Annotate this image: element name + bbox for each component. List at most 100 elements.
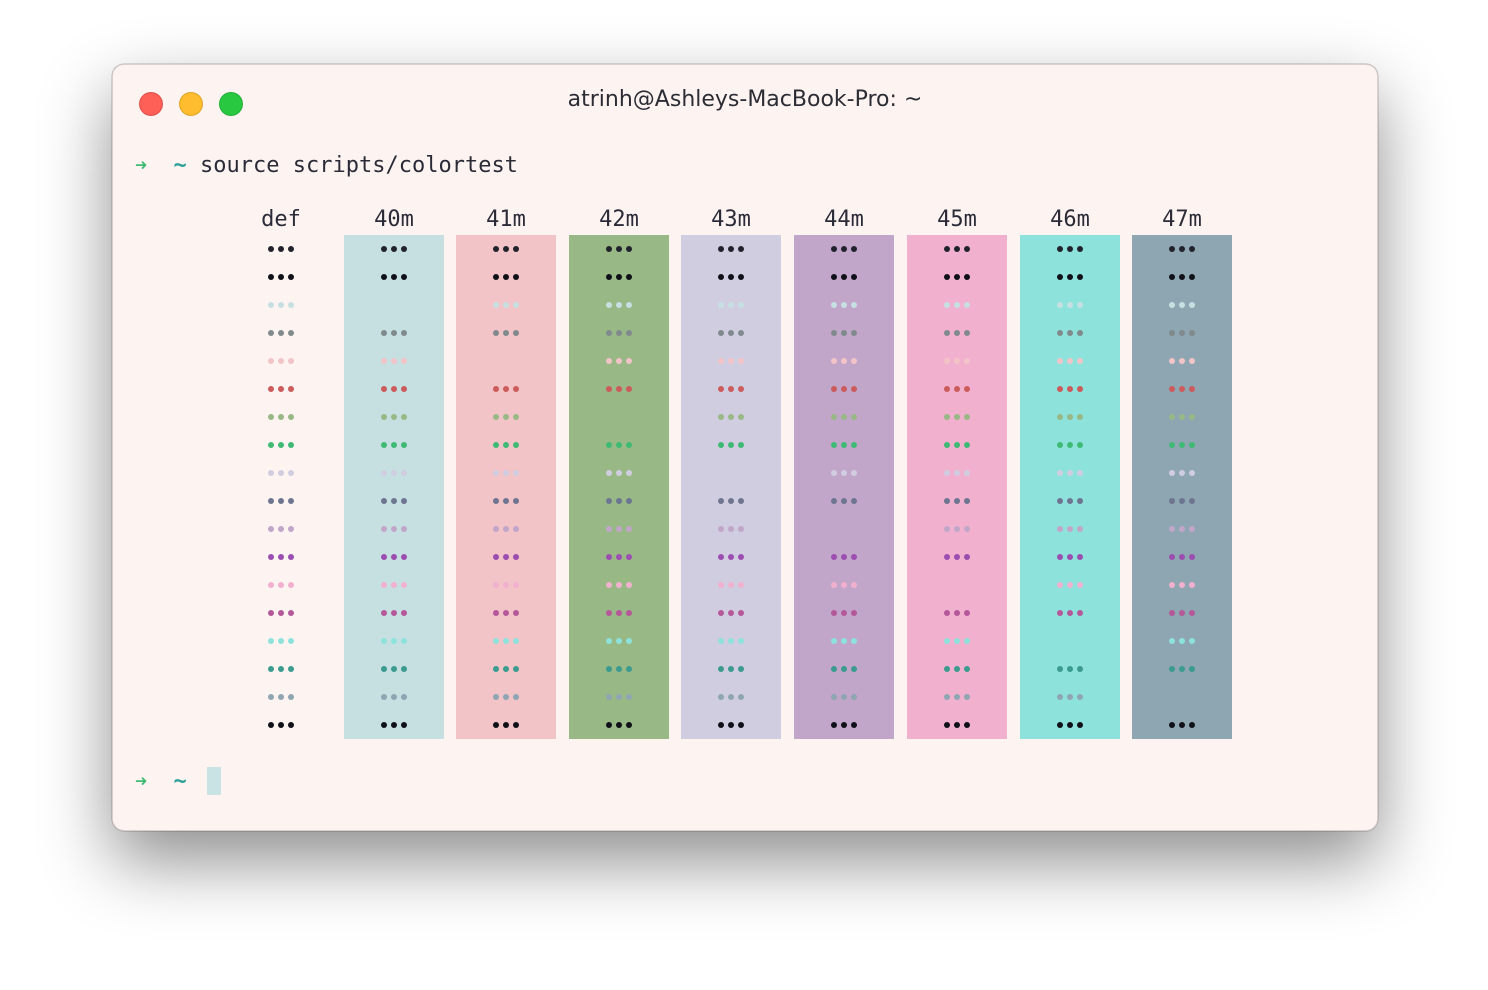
column-header-44m: 44m bbox=[824, 207, 864, 232]
color-sample-31m-47m bbox=[1162, 358, 1202, 368]
color-sample-1m-41m bbox=[486, 274, 526, 284]
color-sample-1-35m-42m bbox=[599, 610, 639, 620]
color-sample-1-37m-45m bbox=[937, 722, 977, 732]
color-sample-1m-def bbox=[261, 274, 301, 284]
color-sample-1m-47m bbox=[1162, 274, 1202, 284]
color-sample-1m-46m bbox=[1050, 274, 1090, 284]
color-sample-35m-44m bbox=[824, 582, 864, 592]
color-sample-35m-40m bbox=[374, 582, 414, 592]
color-sample-1-31m-47m bbox=[1162, 386, 1202, 396]
color-sample-1-32m-46m bbox=[1050, 442, 1090, 452]
color-sample-34m-45m bbox=[937, 526, 977, 536]
color-sample-1-35m-44m bbox=[824, 610, 864, 620]
column-background-43m bbox=[681, 235, 781, 739]
prompt-line[interactable]: ➜ ~ bbox=[135, 766, 187, 796]
color-sample-1-33m-44m bbox=[824, 498, 864, 508]
color-sample-1-37m-46m bbox=[1050, 722, 1090, 732]
color-sample-32m-45m bbox=[937, 414, 977, 424]
color-sample-37m-45m bbox=[937, 694, 977, 704]
color-sample-1-32m-40m bbox=[374, 442, 414, 452]
color-sample-1-31m-46m bbox=[1050, 386, 1090, 396]
color-sample-1m-40m bbox=[374, 274, 414, 284]
color-sample-37m-43m bbox=[711, 694, 751, 704]
color-sample-1-36m-46m bbox=[1050, 666, 1090, 676]
color-sample-1-30m-def bbox=[261, 330, 301, 340]
color-sample-m-45m bbox=[937, 246, 977, 256]
color-sample-30m-def bbox=[261, 302, 301, 312]
color-sample-37m-42m bbox=[599, 694, 639, 704]
color-sample-37m-def bbox=[261, 694, 301, 704]
column-header-41m: 41m bbox=[486, 207, 526, 232]
color-sample-31m-44m bbox=[824, 358, 864, 368]
zoom-button[interactable] bbox=[219, 92, 243, 116]
color-sample-1-33m-40m bbox=[374, 498, 414, 508]
color-sample-1-31m-44m bbox=[824, 386, 864, 396]
color-sample-1m-43m bbox=[711, 274, 751, 284]
color-sample-31m-def bbox=[261, 358, 301, 368]
color-sample-34m-41m bbox=[486, 526, 526, 536]
color-sample-1-33m-42m bbox=[599, 498, 639, 508]
color-sample-34m-40m bbox=[374, 526, 414, 536]
color-sample-31m-40m bbox=[374, 358, 414, 368]
color-sample-1-33m-43m bbox=[711, 498, 751, 508]
color-sample-30m-46m bbox=[1050, 302, 1090, 312]
command-line: ➜ ~ source scripts/colortest bbox=[135, 150, 518, 180]
column-header-def: def bbox=[261, 207, 301, 232]
color-sample-1-30m-42m bbox=[599, 330, 639, 340]
color-sample-m-47m bbox=[1162, 246, 1202, 256]
color-sample-32m-40m bbox=[374, 414, 414, 424]
color-sample-36m-43m bbox=[711, 638, 751, 648]
color-sample-33m-41m bbox=[486, 470, 526, 480]
color-sample-30m-47m bbox=[1162, 302, 1202, 312]
color-sample-30m-45m bbox=[937, 302, 977, 312]
color-sample-33m-45m bbox=[937, 470, 977, 480]
color-sample-1-34m-40m bbox=[374, 554, 414, 564]
color-sample-1-32m-def bbox=[261, 442, 301, 452]
color-sample-1-30m-43m bbox=[711, 330, 751, 340]
color-sample-1-32m-44m bbox=[824, 442, 864, 452]
color-sample-30m-43m bbox=[711, 302, 751, 312]
prompt-directory: ~ bbox=[173, 769, 187, 794]
color-sample-33m-def bbox=[261, 470, 301, 480]
color-sample-1-35m-45m bbox=[937, 610, 977, 620]
column-background-41m bbox=[456, 235, 556, 739]
color-sample-m-43m bbox=[711, 246, 751, 256]
color-sample-1-31m-40m bbox=[374, 386, 414, 396]
color-sample-1-30m-46m bbox=[1050, 330, 1090, 340]
color-sample-1-33m-47m bbox=[1162, 498, 1202, 508]
window-title: atrinh@Ashleys-MacBook-Pro: ~ bbox=[567, 87, 923, 112]
color-sample-1-33m-41m bbox=[486, 498, 526, 508]
color-sample-36m-42m bbox=[599, 638, 639, 648]
terminal-window: atrinh@Ashleys-MacBook-Pro: ~ ➜ ~ source… bbox=[112, 64, 1378, 831]
color-sample-m-46m bbox=[1050, 246, 1090, 256]
color-sample-31m-45m bbox=[937, 358, 977, 368]
color-sample-36m-def bbox=[261, 638, 301, 648]
color-sample-m-42m bbox=[599, 246, 639, 256]
color-sample-32m-46m bbox=[1050, 414, 1090, 424]
column-header-43m: 43m bbox=[711, 207, 751, 232]
color-sample-34m-43m bbox=[711, 526, 751, 536]
color-sample-31m-43m bbox=[711, 358, 751, 368]
color-sample-1-31m-41m bbox=[486, 386, 526, 396]
color-sample-32m-43m bbox=[711, 414, 751, 424]
close-button[interactable] bbox=[139, 92, 163, 116]
minimize-button[interactable] bbox=[179, 92, 203, 116]
color-sample-37m-41m bbox=[486, 694, 526, 704]
color-sample-m-44m bbox=[824, 246, 864, 256]
color-sample-m-40m bbox=[374, 246, 414, 256]
color-sample-34m-42m bbox=[599, 526, 639, 536]
color-sample-33m-47m bbox=[1162, 470, 1202, 480]
color-sample-1-31m-43m bbox=[711, 386, 751, 396]
color-sample-1-36m-40m bbox=[374, 666, 414, 676]
color-sample-1-34m-47m bbox=[1162, 554, 1202, 564]
color-sample-36m-46m bbox=[1050, 638, 1090, 648]
color-sample-1-35m-43m bbox=[711, 610, 751, 620]
color-sample-1-31m-def bbox=[261, 386, 301, 396]
command-text: source scripts/colortest bbox=[200, 153, 518, 178]
color-sample-31m-42m bbox=[599, 358, 639, 368]
color-sample-33m-44m bbox=[824, 470, 864, 480]
color-sample-1-34m-43m bbox=[711, 554, 751, 564]
column-header-46m: 46m bbox=[1050, 207, 1090, 232]
color-sample-32m-44m bbox=[824, 414, 864, 424]
color-sample-30m-40m bbox=[374, 302, 414, 312]
